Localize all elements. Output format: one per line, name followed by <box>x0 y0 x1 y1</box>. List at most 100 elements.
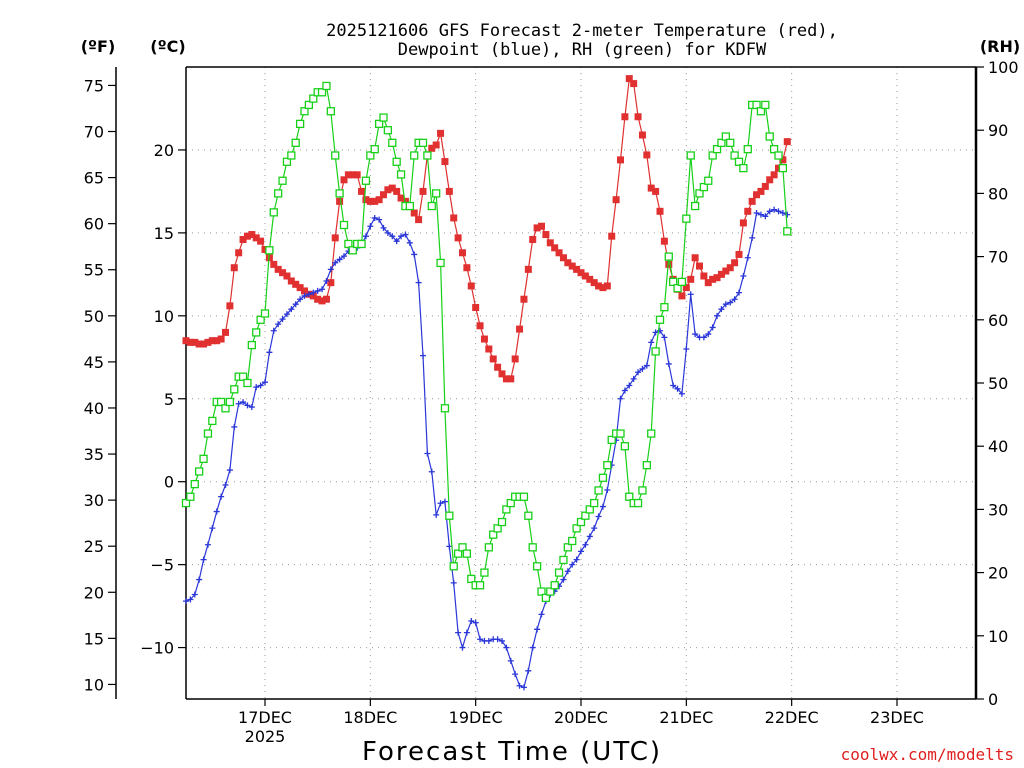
rh-point <box>335 189 344 198</box>
temperature-point <box>766 176 774 184</box>
rh-point <box>682 214 691 223</box>
rh-point <box>497 517 507 527</box>
credit-text: coolwx.com/modelts <box>841 745 1014 764</box>
temperature-point <box>279 269 287 277</box>
temperature-point <box>186 338 194 346</box>
rh-point <box>642 461 651 470</box>
fahrenheit-tick-label: 35 <box>84 445 104 464</box>
temperature-point <box>704 279 712 287</box>
dewpoint-point <box>384 229 391 236</box>
temperature-point <box>498 370 506 378</box>
temperature-point <box>182 337 190 345</box>
rh-point <box>243 378 252 388</box>
temperature-point <box>494 363 502 371</box>
dewpoint-point <box>534 626 541 633</box>
rh-tick-label: 100 <box>988 58 1019 77</box>
temperature-point <box>213 337 221 345</box>
rh-point <box>598 473 608 482</box>
dewpoint-point <box>459 644 466 651</box>
rh-tick-label: 0 <box>988 690 998 709</box>
dewpoint-point <box>226 467 233 474</box>
dewpoint-point <box>367 223 374 230</box>
dewpoint-point <box>687 291 694 298</box>
rh-point <box>594 486 603 495</box>
temperature-point <box>252 234 260 242</box>
dewpoint-point <box>468 618 475 625</box>
dewpoint-point <box>692 331 699 338</box>
dewpoint-point <box>314 287 321 294</box>
dewpoint-point <box>341 253 347 260</box>
temperature-point <box>656 207 664 215</box>
temperature-point <box>551 244 559 252</box>
temperature-point <box>200 340 208 348</box>
dewpoint-point <box>529 644 536 651</box>
dewpoint-point <box>336 256 343 263</box>
temperature-point <box>529 236 537 244</box>
rh-point <box>458 543 467 552</box>
dewpoint-point <box>674 385 681 392</box>
dewpoint-point <box>441 498 448 505</box>
rh-point <box>366 151 375 160</box>
dewpoint-point <box>740 273 747 280</box>
temperature-point <box>564 259 572 267</box>
rh-point <box>559 555 568 565</box>
dewpoint-point <box>292 301 299 308</box>
temperature-point <box>388 184 396 192</box>
title-line-1: 2025121606 GFS Forecast 2-meter Temperat… <box>326 21 838 41</box>
rh-point <box>664 252 673 261</box>
rh-point <box>221 404 230 413</box>
temperature-point <box>603 282 611 290</box>
temperature-point <box>538 222 545 230</box>
temperature-point <box>753 191 761 199</box>
rh-point <box>405 201 414 211</box>
temperature-point <box>559 254 567 262</box>
dewpoint-point <box>494 636 501 643</box>
temperature-point <box>401 197 409 205</box>
rh-point <box>339 220 349 230</box>
dewpoint-point <box>525 667 532 674</box>
rh-point <box>673 284 682 293</box>
rh-point <box>410 151 419 160</box>
dewpoint-point <box>446 543 453 550</box>
celsius-tick-label: 15 <box>154 224 174 243</box>
rh-point <box>607 435 616 445</box>
temperature-point <box>573 265 581 273</box>
dewpoint-point <box>485 637 492 644</box>
temperature-point <box>239 236 247 244</box>
rh-point <box>730 151 739 160</box>
temperature-point <box>380 191 387 199</box>
temperature-point <box>502 375 510 383</box>
temperature-point <box>652 187 660 195</box>
temperature-point <box>371 197 379 205</box>
dewpoint-point <box>722 301 729 308</box>
rh-point <box>265 246 274 255</box>
rh-point <box>361 176 371 185</box>
temperature-point <box>533 224 541 232</box>
dewpoint-point <box>499 637 505 644</box>
temperature-point <box>331 234 339 242</box>
dewpoint-point <box>257 382 264 389</box>
rh-point <box>761 100 770 110</box>
temperature-point <box>696 262 703 270</box>
temperature-point <box>327 279 335 287</box>
temperature-point <box>678 292 686 300</box>
dewpoint-point <box>635 369 642 376</box>
temperature-point <box>366 197 374 205</box>
dewpoint-line <box>185 209 788 689</box>
fahrenheit-tick-label: 65 <box>84 169 104 188</box>
dewpoint-point <box>560 576 567 583</box>
rh-point <box>590 498 599 508</box>
temperature-point <box>301 287 308 295</box>
rh-tick-label: 20 <box>988 564 1008 583</box>
rh-point <box>778 163 788 173</box>
dewpoint-point <box>709 324 716 331</box>
fahrenheit-tick-label: 40 <box>84 399 104 418</box>
temperature-point <box>647 184 655 192</box>
rh-point <box>651 347 660 356</box>
fahrenheit-tick-label: 20 <box>84 583 104 602</box>
temperature-point <box>555 249 563 257</box>
temperature-point <box>358 187 366 195</box>
dewpoint-point <box>617 395 624 402</box>
temperature-point <box>454 234 462 242</box>
rh-point <box>252 328 261 337</box>
